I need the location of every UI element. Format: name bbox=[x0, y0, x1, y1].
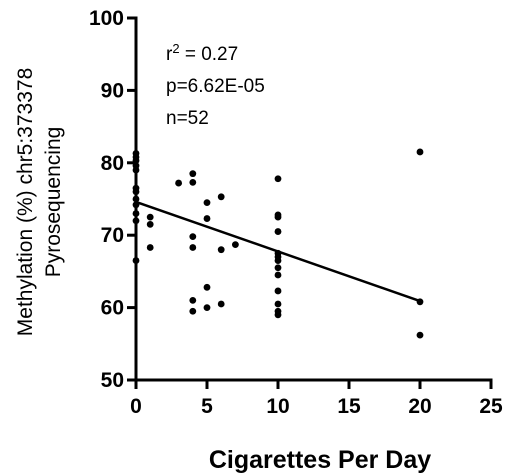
data-point bbox=[146, 213, 154, 221]
data-point bbox=[274, 264, 282, 272]
data-point bbox=[189, 170, 197, 178]
data-point bbox=[132, 217, 140, 225]
y-tick-label: 70 bbox=[101, 224, 124, 247]
data-point bbox=[189, 244, 197, 251]
y-tick-label: 80 bbox=[101, 152, 124, 175]
y-tick-label: 90 bbox=[101, 79, 124, 102]
data-point bbox=[189, 296, 197, 304]
y-tick-label: 100 bbox=[89, 7, 124, 30]
data-point bbox=[274, 311, 282, 319]
data-point bbox=[274, 300, 282, 308]
axes bbox=[134, 16, 493, 382]
data-point bbox=[416, 331, 424, 339]
y-axis-title-line2: Pyrosequencing bbox=[42, 127, 65, 278]
y-axis-title: Methylation (%) chr5:373378 Pyrosequenci… bbox=[14, 68, 65, 336]
data-point bbox=[203, 215, 211, 222]
data-point bbox=[274, 271, 282, 279]
data-point bbox=[416, 298, 424, 306]
x-tick-label: 15 bbox=[337, 395, 361, 418]
data-point bbox=[132, 201, 140, 209]
data-point bbox=[217, 246, 225, 254]
data-point bbox=[217, 193, 225, 201]
y-tick-label: 60 bbox=[101, 297, 124, 320]
stats-annotation: r2 = 0.27 p=6.62E-05 n=52 bbox=[166, 41, 265, 129]
x-tick-label: 0 bbox=[130, 395, 142, 418]
r-squared-label: r2 = 0.27 bbox=[166, 41, 238, 65]
x-tick-label: 10 bbox=[266, 395, 289, 418]
data-point bbox=[146, 220, 154, 228]
data-point bbox=[175, 179, 183, 187]
ticks: 50 60 70 80 90 100 0 5 10 15 20 25 bbox=[89, 7, 503, 418]
y-axis-title-line1: Methylation (%) chr5:373378 bbox=[14, 68, 37, 336]
data-point bbox=[274, 287, 282, 295]
data-point bbox=[132, 188, 140, 196]
data-point bbox=[132, 157, 140, 165]
data-point bbox=[132, 166, 140, 174]
data-points bbox=[132, 148, 424, 339]
n-label: n=52 bbox=[166, 108, 209, 129]
y-tick-label: 50 bbox=[101, 369, 124, 392]
data-point bbox=[146, 244, 154, 251]
data-point bbox=[274, 213, 282, 221]
data-point bbox=[203, 283, 211, 291]
x-tick-label: 20 bbox=[408, 395, 431, 418]
data-point bbox=[217, 300, 225, 308]
data-point bbox=[203, 199, 211, 207]
data-point bbox=[232, 241, 239, 249]
data-point bbox=[189, 178, 197, 186]
data-point bbox=[274, 257, 282, 264]
data-point bbox=[132, 257, 140, 264]
x-tick-label: 5 bbox=[201, 395, 213, 418]
data-point bbox=[189, 233, 197, 241]
x-tick-label: 25 bbox=[479, 395, 503, 418]
data-point bbox=[274, 228, 282, 235]
x-axis-title: Cigarettes Per Day bbox=[209, 446, 431, 474]
data-point bbox=[203, 304, 211, 311]
data-point bbox=[416, 148, 424, 156]
p-value-label: p=6.62E-05 bbox=[166, 76, 265, 97]
data-point bbox=[132, 195, 140, 203]
data-point bbox=[189, 307, 197, 315]
data-point bbox=[132, 210, 140, 217]
data-point bbox=[274, 175, 282, 183]
